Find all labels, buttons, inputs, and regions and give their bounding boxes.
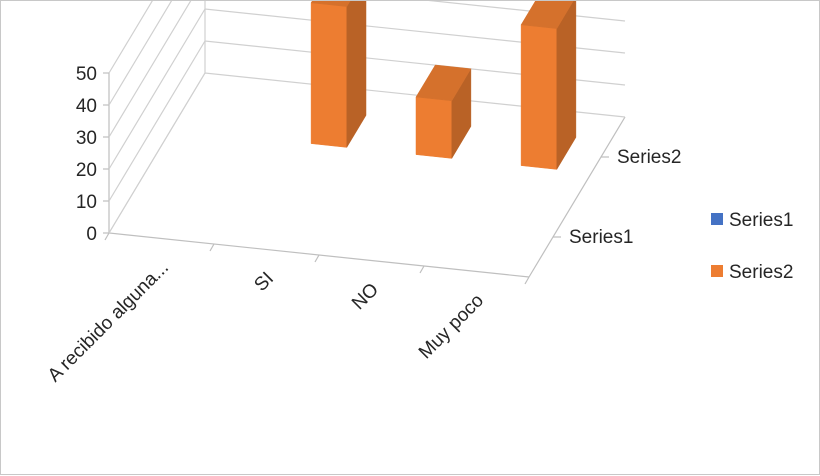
x-tick-label: NO xyxy=(348,279,383,314)
x-tick-mark xyxy=(314,254,320,263)
bar xyxy=(520,1,577,171)
bar-side xyxy=(556,1,577,171)
bar-front xyxy=(520,24,558,170)
y-tick-label: 20 xyxy=(76,160,97,181)
legend-swatch xyxy=(711,213,723,225)
depth-tick-label: Series1 xyxy=(569,227,633,248)
bar-front xyxy=(415,96,453,159)
y-tick-label: 0 xyxy=(86,224,97,245)
x-tick-mark xyxy=(104,232,110,241)
legend-label: Series2 xyxy=(729,262,793,283)
x-tick-label: A recibido alguna... xyxy=(44,257,173,386)
y-tick-label: 40 xyxy=(76,96,97,117)
gridline xyxy=(108,1,173,106)
legend-swatch xyxy=(711,265,723,277)
bar-top xyxy=(310,1,351,7)
bar xyxy=(415,64,472,160)
bar-side xyxy=(346,1,367,149)
bar-front xyxy=(310,2,348,148)
x-tick-label: Muy poco xyxy=(415,290,488,363)
x-tick-mark xyxy=(524,276,530,285)
gridline xyxy=(108,1,153,74)
bars xyxy=(310,1,577,171)
x-axis-ticks: A recibido alguna... SI NO Muy poco xyxy=(44,232,530,386)
bar-top xyxy=(520,1,574,29)
x-tick-label: SI xyxy=(250,268,278,296)
depth-tick-label: Series2 xyxy=(617,147,681,168)
gridline xyxy=(108,1,626,138)
floor-right-edge xyxy=(528,116,626,278)
y-tick-label: 30 xyxy=(76,128,97,149)
gridlines xyxy=(108,1,626,234)
legend: Series1 Series2 xyxy=(711,210,793,283)
bar-top xyxy=(415,64,472,102)
bar xyxy=(310,1,367,149)
depth-axis-ticks: Series2 Series1 xyxy=(553,147,681,248)
legend-label: Series1 xyxy=(729,210,793,231)
y-tick-label: 10 xyxy=(76,192,97,213)
y-axis-ticks: 0 10 20 30 40 50 xyxy=(76,64,109,245)
y-tick-label: 50 xyxy=(76,64,97,85)
x-tick-mark xyxy=(209,243,215,252)
x-tick-mark xyxy=(419,265,425,274)
